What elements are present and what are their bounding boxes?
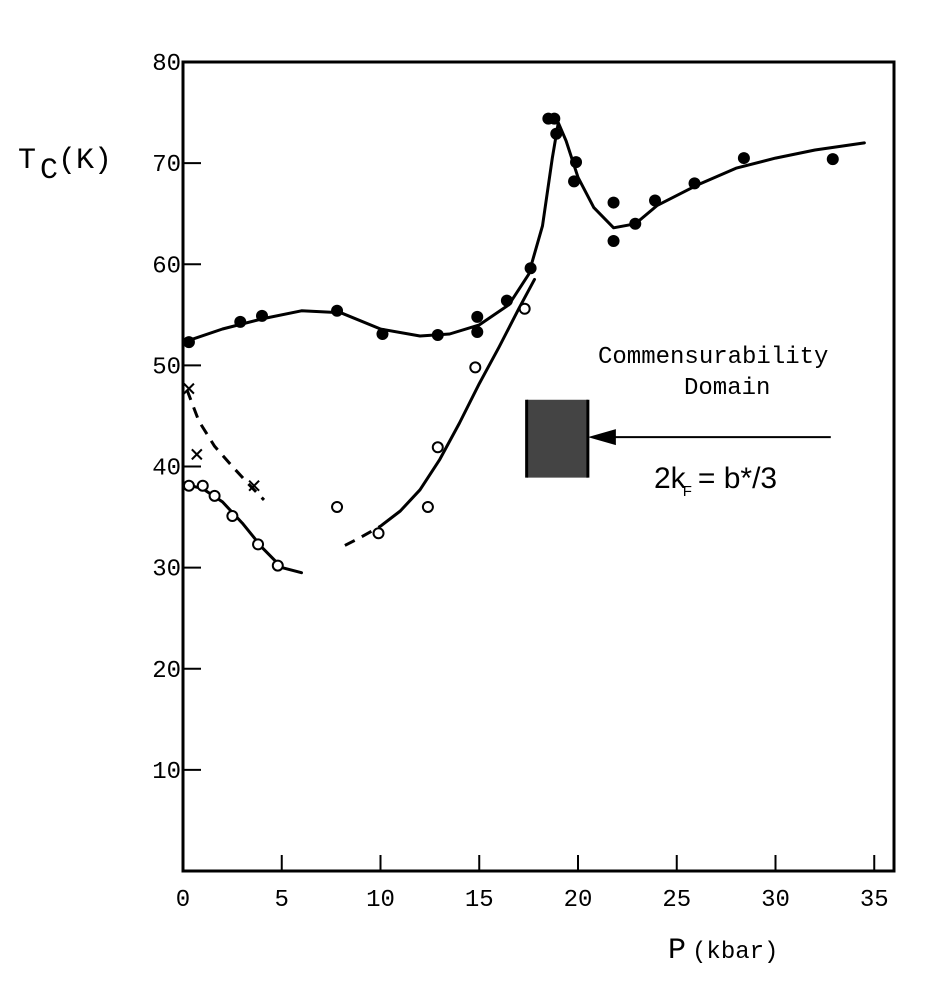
- x-tick-label: 35: [860, 887, 889, 914]
- equation-post: = b*/3: [698, 462, 777, 495]
- fit-curve: [379, 277, 536, 528]
- data-point-filled: [629, 217, 642, 230]
- y-tick-label: 50: [152, 354, 181, 381]
- x-tick-label: 30: [761, 887, 790, 914]
- y-tick-label: 80: [152, 51, 181, 78]
- y-tick-label: 40: [152, 456, 181, 483]
- data-point-filled: [688, 177, 701, 190]
- x-axis-unit: (kbar): [692, 939, 778, 966]
- data-point-open: [469, 361, 482, 374]
- data-point-open: [252, 538, 265, 551]
- data-point-open: [518, 302, 531, 315]
- data-point-open: [372, 527, 385, 540]
- x-tick-label: 5: [275, 887, 289, 914]
- data-point-cross: [191, 448, 203, 461]
- data-point-filled: [607, 234, 620, 247]
- data-point-filled: [471, 310, 484, 323]
- arrow-layer: [587, 429, 831, 446]
- x-tick-label: 0: [176, 887, 190, 914]
- x-tick-label: 25: [662, 887, 691, 914]
- y-axis-unit: (K): [58, 144, 112, 178]
- commensurability-box-layer: [525, 399, 590, 478]
- dashed-fit-curve: [185, 389, 266, 501]
- y-tick-label: 20: [152, 658, 181, 685]
- data-point-filled: [256, 309, 268, 322]
- data-point-filled: [524, 262, 537, 275]
- data-point-open: [196, 479, 209, 492]
- data-point-filled: [826, 153, 839, 166]
- x-tick-label: 10: [366, 887, 395, 914]
- y-axis-title: T C(K): [18, 144, 112, 188]
- points-layer: [182, 112, 839, 572]
- data-point-open: [182, 479, 195, 492]
- data-point-filled: [737, 152, 750, 165]
- data-point-filled: [234, 315, 247, 328]
- ticks-layer: 0 5 10 15 20 25 30 35 10 20 30 40 50 60 70 80: [152, 51, 888, 914]
- plot-frame: [181, 60, 896, 873]
- data-point-open: [271, 559, 284, 572]
- data-point-filled: [649, 194, 662, 207]
- data-point-filled: [331, 304, 344, 317]
- data-point-filled: [182, 336, 195, 349]
- equation-subscript: F: [683, 483, 692, 500]
- y-tick-label: 10: [152, 759, 181, 786]
- y-tick-label: 30: [152, 557, 181, 584]
- annotation-title-line1: Commensurability: [598, 344, 828, 371]
- data-point-open: [331, 500, 344, 513]
- data-point-filled: [607, 196, 620, 209]
- equation-pre: 2k: [654, 462, 687, 495]
- data-point-filled: [570, 156, 583, 169]
- x-axis-symbol: P: [668, 934, 686, 968]
- fit-curve: [185, 483, 303, 575]
- x-axis-title: P (kbar): [668, 934, 778, 968]
- data-point-cross: [248, 480, 260, 492]
- y-axis-subscript: C: [40, 154, 58, 188]
- annotation-title-line2: Domain: [684, 375, 770, 402]
- y-tick-label: 60: [152, 253, 181, 280]
- data-point-filled: [548, 112, 561, 125]
- annotation-equation: 2kF = b*/3: [654, 462, 777, 500]
- y-tick-label: 70: [152, 152, 181, 179]
- commensurability-box: [526, 399, 588, 478]
- data-point-open: [208, 489, 221, 502]
- arrow-head: [587, 429, 616, 446]
- data-point-filled: [550, 127, 563, 140]
- y-axis-symbol: T: [18, 144, 36, 178]
- data-point-open: [431, 441, 444, 454]
- data-point-filled: [500, 294, 513, 307]
- data-point-filled: [431, 329, 444, 342]
- data-point-cross: [183, 382, 195, 395]
- x-tick-label: 15: [465, 887, 494, 914]
- data-point-filled: [376, 328, 389, 341]
- data-point-open: [226, 510, 239, 523]
- data-point-filled: [471, 326, 484, 339]
- x-tick-label: 20: [564, 887, 593, 914]
- data-point-filled: [568, 175, 581, 188]
- dashed-fit-curve: [344, 524, 382, 547]
- data-point-open: [421, 500, 434, 513]
